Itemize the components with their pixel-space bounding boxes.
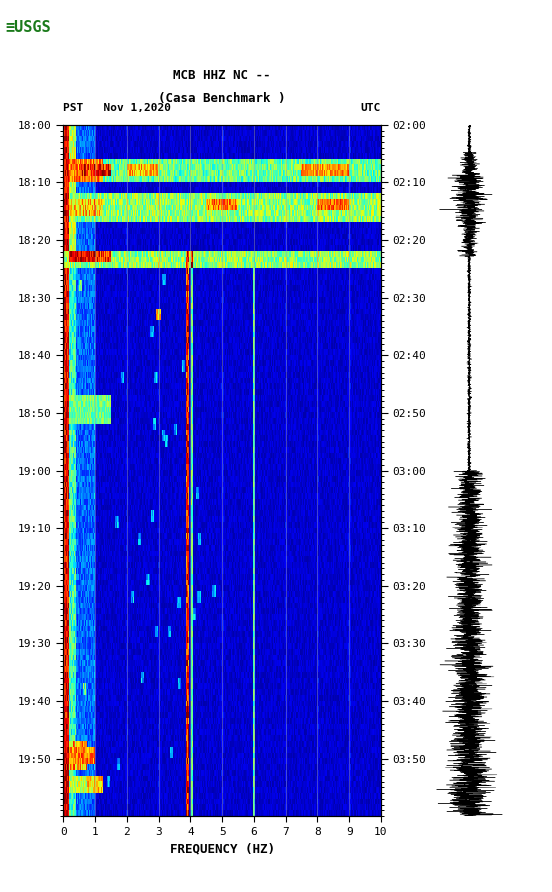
Text: (Casa Benchmark ): (Casa Benchmark ): [158, 92, 286, 105]
Text: UTC: UTC: [360, 103, 381, 113]
Text: ≡USGS: ≡USGS: [6, 20, 51, 35]
Text: MCB HHZ NC --: MCB HHZ NC --: [173, 69, 271, 82]
Text: PST   Nov 1,2020: PST Nov 1,2020: [63, 103, 172, 113]
X-axis label: FREQUENCY (HZ): FREQUENCY (HZ): [169, 842, 275, 855]
